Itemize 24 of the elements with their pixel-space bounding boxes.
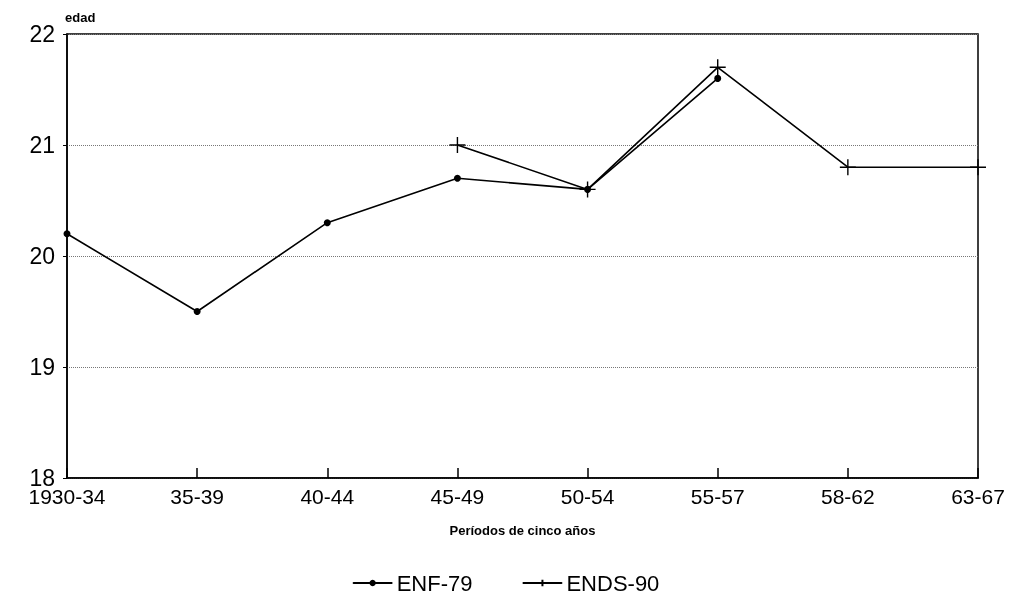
y-tick-label: 20 [29, 243, 55, 269]
point [323, 219, 331, 227]
point [839, 158, 857, 176]
point [578, 180, 597, 199]
x-tick-label: 55-57 [690, 485, 745, 508]
x-tick-label: 50-54 [560, 485, 615, 508]
point [63, 230, 71, 238]
point [453, 174, 461, 182]
legend-label: ENF-79 [396, 570, 473, 596]
y-tick-label: 22 [29, 21, 55, 47]
legend-label: ENDS-90 [566, 570, 660, 596]
point [969, 158, 987, 176]
x-tick-label: 58-62 [821, 485, 875, 508]
point [193, 308, 201, 315]
x-tick-label: 45-49 [430, 485, 485, 508]
y-tick-label: 21 [29, 132, 55, 158]
x-axis-title: Períodos de cinco años [449, 523, 596, 538]
point [448, 136, 467, 154]
x-tick-label: 35-39 [170, 485, 224, 508]
point [714, 74, 722, 82]
y-tick-label: 19 [29, 354, 55, 380]
x-tick-label: 63-67 [951, 485, 1005, 508]
y-axis-title: edad [65, 10, 96, 25]
x-tick-label: 40-44 [300, 485, 355, 508]
